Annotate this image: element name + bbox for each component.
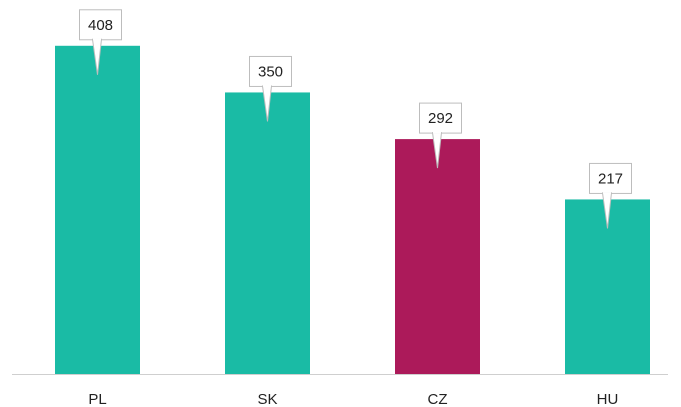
bar — [395, 139, 480, 374]
bar — [225, 92, 310, 374]
data-label: 408 — [88, 17, 113, 34]
x-tick-label: HU — [597, 391, 619, 407]
x-tick-label: SK — [257, 391, 277, 407]
bar — [565, 199, 650, 374]
x-tick-label: PL — [88, 391, 106, 407]
label-box — [419, 102, 462, 134]
data-label: 292 — [428, 110, 453, 127]
data-label: 350 — [258, 63, 283, 80]
bar — [55, 45, 140, 374]
x-tick-label: CZ — [428, 391, 448, 407]
data-label: 217 — [598, 170, 623, 187]
